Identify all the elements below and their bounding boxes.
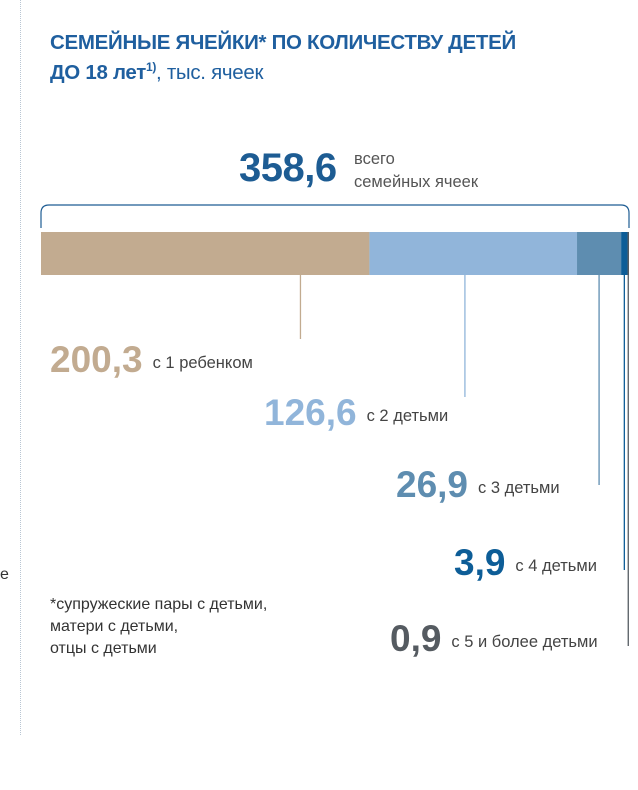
chart-title-line1: СЕМЕЙНЫЕ ЯЧЕЙКИ* ПО КОЛИЧЕСТВУ ДЕТЕЙ (50, 31, 516, 54)
total-caption-line1: всего (354, 150, 395, 168)
value-label-five-plus-children: 0,9 (390, 618, 441, 659)
chart-title-line2: ДО 18 лет1), тыс. ячеек (50, 58, 610, 88)
footnote: *супружеские пары с детьми, матери с дет… (50, 594, 267, 660)
bar-segment-four-children (621, 232, 628, 275)
value-label-three-children: 26,9 (396, 464, 468, 505)
page-border-line (20, 0, 21, 735)
category-label-two-children: с 2 детьми (367, 407, 449, 425)
cropped-edge-text: е (0, 566, 9, 583)
bar-segment-one-child (41, 232, 370, 275)
category-label-one-child: с 1 ребенком (153, 354, 253, 372)
value-label-two-children: 126,6 (264, 392, 357, 433)
total-caption: всего семейных ячеек (354, 148, 478, 194)
category-label-three-children: с 3 детьми (478, 479, 560, 497)
chart-title-unit: , тыс. ячеек (156, 61, 264, 84)
chart-title-line2-text: ДО 18 лет (50, 61, 146, 84)
category-label-five-plus-children: с 5 и более детьми (451, 633, 597, 651)
bar-segment-five-plus-children (627, 232, 629, 275)
category-label-four-children: с 4 детьми (515, 557, 597, 575)
footnote-line1: *супружеские пары с детьми, (50, 596, 268, 613)
leader-lines (299, 275, 629, 646)
chart-title-superscript: 1) (145, 60, 157, 75)
total-bracket (40, 204, 630, 228)
total-caption-line2: семейных ячеек (354, 173, 479, 191)
footnote-line3: отцы с детьми (50, 640, 157, 657)
value-label-four-children: 3,9 (454, 542, 505, 583)
total-value: 358,6 (239, 146, 337, 190)
bar-segments (41, 232, 629, 275)
chart-title: СЕМЕЙНЫЕ ЯЧЕЙКИ* ПО КОЛИЧЕСТВУ ДЕТЕЙ ДО … (50, 28, 610, 88)
category-labels: 200,3 с 1 ребенком 126,6 с 2 детьми 26,9 с 3 … (50, 339, 598, 659)
bar-segment-three-children (577, 232, 622, 275)
value-label-one-child: 200,3 (50, 339, 143, 380)
bar-segment-two-children (369, 232, 578, 275)
footnote-line2: матери с детьми, (50, 618, 179, 635)
